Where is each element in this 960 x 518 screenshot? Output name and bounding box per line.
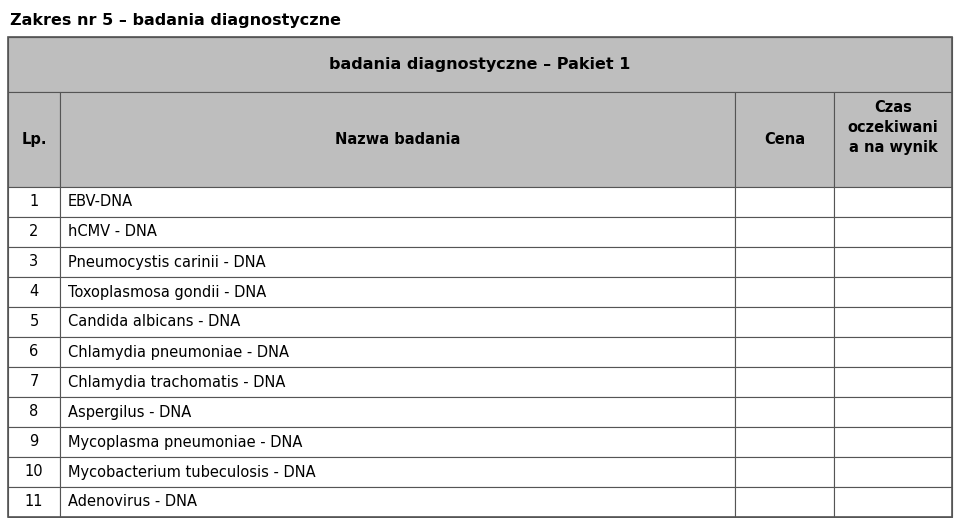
Text: 4: 4 — [30, 284, 38, 299]
Bar — [8, 307, 60, 337]
Text: Chlamydia pneumoniae - DNA: Chlamydia pneumoniae - DNA — [68, 344, 289, 359]
Bar — [734, 367, 834, 397]
Text: Adenovirus - DNA: Adenovirus - DNA — [68, 495, 197, 510]
Bar — [834, 367, 952, 397]
Bar — [834, 337, 952, 367]
Text: badania diagnostyczne – Pakiet 1: badania diagnostyczne – Pakiet 1 — [329, 57, 631, 72]
Text: Mycobacterium tubeculosis - DNA: Mycobacterium tubeculosis - DNA — [68, 465, 316, 480]
Bar — [834, 487, 952, 517]
Bar — [834, 217, 952, 247]
Text: Czas
oczekiwani
a na wynik: Czas oczekiwani a na wynik — [848, 100, 938, 154]
Text: 6: 6 — [30, 344, 38, 359]
Text: 3: 3 — [30, 254, 38, 269]
Text: Lp.: Lp. — [21, 132, 47, 147]
Bar — [8, 277, 60, 307]
Bar — [60, 92, 734, 187]
Text: Aspergilus - DNA: Aspergilus - DNA — [68, 405, 191, 420]
Bar — [60, 397, 734, 427]
Bar — [734, 397, 834, 427]
Bar — [60, 217, 734, 247]
Bar — [734, 487, 834, 517]
Bar — [60, 187, 734, 217]
Text: Pneumocystis carinii - DNA: Pneumocystis carinii - DNA — [68, 254, 266, 269]
Text: Cena: Cena — [764, 132, 805, 147]
Bar — [834, 92, 952, 187]
Bar — [734, 277, 834, 307]
Bar — [8, 427, 60, 457]
Bar — [60, 307, 734, 337]
Text: 11: 11 — [25, 495, 43, 510]
Text: 2: 2 — [29, 224, 38, 239]
Bar — [734, 457, 834, 487]
Bar — [834, 247, 952, 277]
Text: Nazwa badania: Nazwa badania — [335, 132, 460, 147]
Bar — [60, 487, 734, 517]
Bar — [60, 457, 734, 487]
Text: 5: 5 — [30, 314, 38, 329]
Bar — [8, 37, 952, 92]
Bar — [834, 187, 952, 217]
Text: Toxoplasmosa gondii - DNA: Toxoplasmosa gondii - DNA — [68, 284, 266, 299]
Text: 7: 7 — [29, 375, 38, 390]
Bar — [834, 397, 952, 427]
Bar — [8, 457, 60, 487]
Text: EBV-DNA: EBV-DNA — [68, 194, 133, 209]
Bar — [834, 427, 952, 457]
Bar — [734, 217, 834, 247]
Text: 1: 1 — [30, 194, 38, 209]
Text: 9: 9 — [30, 435, 38, 450]
Bar — [734, 247, 834, 277]
Text: Chlamydia trachomatis - DNA: Chlamydia trachomatis - DNA — [68, 375, 285, 390]
Text: Mycoplasma pneumoniae - DNA: Mycoplasma pneumoniae - DNA — [68, 435, 302, 450]
Bar — [60, 367, 734, 397]
Bar — [734, 337, 834, 367]
Bar — [834, 307, 952, 337]
Text: 10: 10 — [25, 465, 43, 480]
Bar — [60, 337, 734, 367]
Bar — [8, 367, 60, 397]
Bar — [60, 247, 734, 277]
Text: Candida albicans - DNA: Candida albicans - DNA — [68, 314, 240, 329]
Bar — [8, 337, 60, 367]
Bar — [734, 92, 834, 187]
Bar — [8, 92, 60, 187]
Text: Zakres nr 5 – badania diagnostyczne: Zakres nr 5 – badania diagnostyczne — [10, 13, 341, 28]
Bar — [8, 487, 60, 517]
Bar — [8, 217, 60, 247]
Bar — [8, 187, 60, 217]
Bar — [834, 277, 952, 307]
Bar — [60, 427, 734, 457]
Bar — [60, 277, 734, 307]
Bar — [734, 187, 834, 217]
Bar — [734, 307, 834, 337]
Bar — [8, 247, 60, 277]
Text: 8: 8 — [30, 405, 38, 420]
Bar — [734, 427, 834, 457]
Bar — [8, 397, 60, 427]
Bar — [834, 457, 952, 487]
Text: hCMV - DNA: hCMV - DNA — [68, 224, 156, 239]
